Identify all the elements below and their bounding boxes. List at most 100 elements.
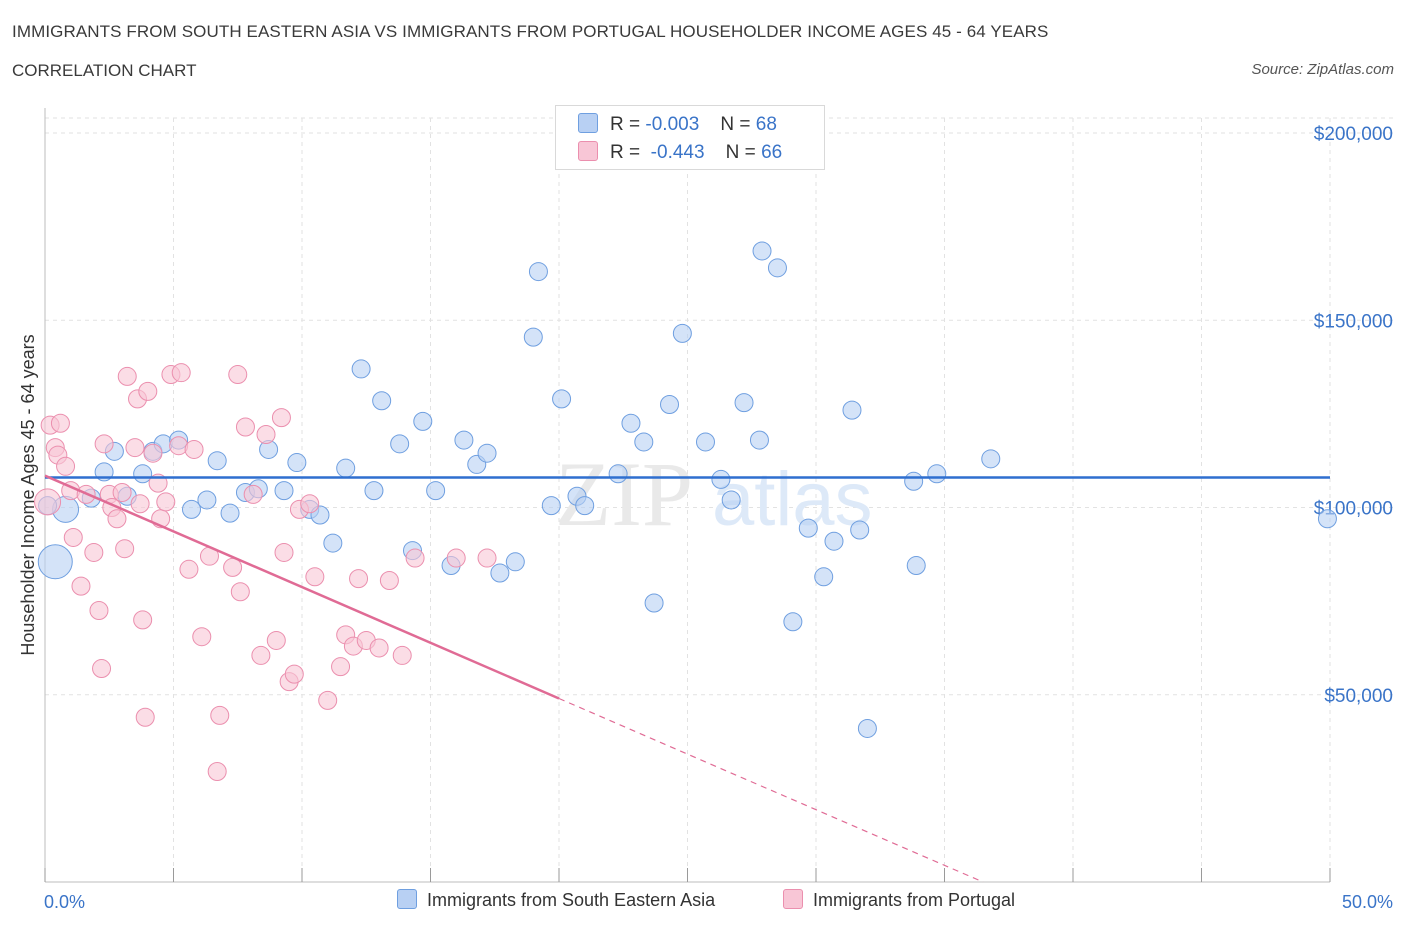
point-sea xyxy=(372,391,392,411)
point-sea xyxy=(981,449,1001,469)
point-portugal xyxy=(235,417,255,437)
point-sea xyxy=(857,718,877,738)
point-portugal xyxy=(50,413,70,433)
point-portugal xyxy=(192,627,212,647)
point-sea xyxy=(133,464,153,484)
point-portugal xyxy=(477,548,497,568)
point-portugal xyxy=(230,582,250,602)
point-portugal xyxy=(184,439,204,459)
legend-n-label: N = xyxy=(720,114,751,135)
point-sea xyxy=(904,471,924,491)
point-portugal xyxy=(207,762,227,782)
legend-n-value-portugal: 66 xyxy=(761,142,783,163)
point-sea xyxy=(767,258,787,278)
point-sea xyxy=(220,503,240,523)
point-portugal xyxy=(318,690,338,710)
point-portugal xyxy=(210,705,230,725)
point-portugal xyxy=(379,571,399,591)
point-sea xyxy=(413,411,433,431)
point-portugal xyxy=(271,408,291,428)
point-sea xyxy=(695,432,715,452)
point-sea xyxy=(798,518,818,538)
point-sea xyxy=(390,434,410,454)
point-portugal xyxy=(369,638,389,658)
point-sea xyxy=(505,552,525,572)
point-sea xyxy=(37,544,73,580)
point-portugal xyxy=(405,548,425,568)
point-sea xyxy=(426,481,446,501)
point-portugal xyxy=(71,576,91,596)
legend-swatch-portugal xyxy=(578,141,598,161)
point-sea xyxy=(364,481,384,501)
point-portugal xyxy=(243,484,263,504)
point-portugal xyxy=(89,600,109,620)
point-sea xyxy=(752,241,772,261)
trend-line-portugal xyxy=(44,474,560,700)
legend-r-label: R = xyxy=(610,114,641,135)
y-tick-label: $150,000 xyxy=(1314,311,1393,332)
point-sea xyxy=(336,458,356,478)
point-sea xyxy=(181,499,201,519)
point-portugal xyxy=(94,434,114,454)
point-portugal xyxy=(138,381,158,401)
trend-line-portugal-extension xyxy=(558,697,984,883)
point-sea xyxy=(274,481,294,501)
point-sea xyxy=(927,464,947,484)
point-portugal xyxy=(274,542,294,562)
point-portugal xyxy=(117,366,137,386)
point-portugal xyxy=(135,707,155,727)
point-portugal xyxy=(143,443,163,463)
point-sea xyxy=(608,464,628,484)
point-portugal xyxy=(125,438,145,458)
source-label: Source: ZipAtlas.com xyxy=(1251,61,1394,78)
point-portugal xyxy=(130,494,150,514)
point-sea xyxy=(906,556,926,576)
point-portugal xyxy=(256,424,276,444)
point-portugal xyxy=(133,610,153,630)
point-sea xyxy=(490,563,510,583)
bottom-legend-portugal: Immigrants from Portugal xyxy=(783,889,1015,911)
legend-n-label: N = xyxy=(725,142,756,163)
point-portugal xyxy=(331,657,351,677)
legend-r-label: R = xyxy=(610,142,641,163)
point-portugal xyxy=(179,559,199,579)
point-sea xyxy=(552,389,572,409)
point-sea xyxy=(621,413,641,433)
bottom-legend-label-sea: Immigrants from South Eastern Asia xyxy=(427,890,716,910)
point-portugal xyxy=(349,569,369,589)
bottom-legend-swatch-sea xyxy=(397,889,417,909)
y-tick-label: $200,000 xyxy=(1314,124,1393,145)
point-portugal xyxy=(305,567,325,587)
legend-row-portugal: R = -0.443 N = 66 xyxy=(578,141,782,165)
legend-swatch-sea xyxy=(578,113,598,133)
x-tick-label-max: 50.0% xyxy=(1342,892,1393,912)
point-portugal xyxy=(171,363,191,383)
point-sea xyxy=(207,451,227,471)
point-sea xyxy=(850,520,870,540)
point-portugal xyxy=(446,548,466,568)
point-portugal xyxy=(223,557,243,577)
point-portugal xyxy=(284,664,304,684)
point-sea xyxy=(783,612,803,632)
point-sea xyxy=(711,469,731,489)
point-sea xyxy=(323,533,343,553)
point-sea xyxy=(477,443,497,463)
point-sea xyxy=(660,395,680,415)
point-sea xyxy=(523,327,543,347)
point-portugal xyxy=(84,542,104,562)
correlation-legend: R = -0.003 N = 68 R = -0.443 N = 66 xyxy=(555,105,825,170)
point-portugal xyxy=(392,645,412,665)
point-sea xyxy=(575,496,595,516)
chart-title: IMMIGRANTS FROM SOUTH EASTERN ASIA VS IM… xyxy=(12,22,1049,41)
chart-subtitle: CORRELATION CHART xyxy=(12,61,197,80)
point-portugal xyxy=(251,645,271,665)
point-portugal xyxy=(300,494,320,514)
legend-r-value-portugal: -0.443 xyxy=(650,142,705,163)
point-sea xyxy=(824,531,844,551)
point-sea xyxy=(351,359,371,379)
point-portugal xyxy=(56,456,76,476)
y-axis-label: Householder Income Ages 45 - 64 years xyxy=(18,334,38,655)
x-tick-label-min: 0.0% xyxy=(44,892,85,912)
bottom-legend-sea: Immigrants from South Eastern Asia xyxy=(397,889,715,911)
